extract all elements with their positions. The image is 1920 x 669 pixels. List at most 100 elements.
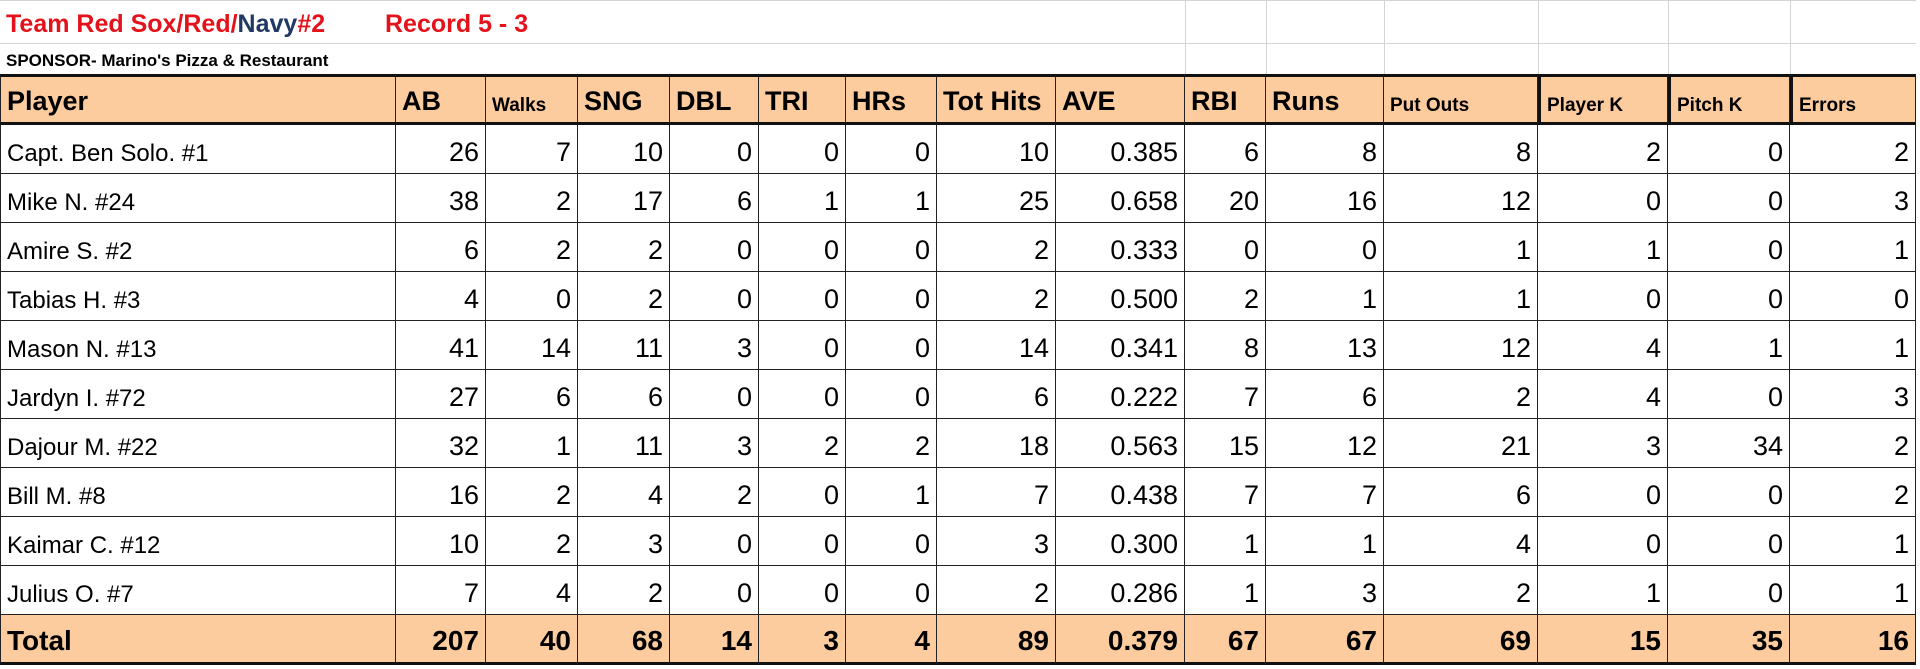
cell: 0 — [846, 517, 937, 566]
cell: 2 — [1790, 419, 1916, 468]
title-part: Navy — [237, 10, 298, 38]
cell: 0.385 — [1056, 125, 1185, 174]
column-header: Tot Hits — [937, 74, 1056, 125]
cell: 3 — [670, 419, 759, 468]
cell: 6 — [1185, 125, 1266, 174]
cell: 0 — [1668, 517, 1790, 566]
cell: 6 — [486, 370, 578, 419]
cell: 20 — [1185, 174, 1266, 223]
cell: 0 — [1668, 468, 1790, 517]
total-cell: 16 — [1790, 615, 1916, 665]
cell: 0 — [1668, 223, 1790, 272]
gridline — [1185, 0, 1186, 74]
cell: 0 — [1790, 272, 1916, 321]
cell: 1 — [1538, 223, 1668, 272]
column-header: Walks — [486, 74, 578, 125]
cell: 16 — [396, 468, 486, 517]
cell: 0 — [759, 272, 846, 321]
cell: 2 — [759, 419, 846, 468]
cell: 0 — [759, 321, 846, 370]
cell: 0 — [846, 272, 937, 321]
cell: 15 — [1185, 419, 1266, 468]
gridline — [1790, 0, 1791, 74]
cell: 2 — [937, 223, 1056, 272]
cell: 27 — [396, 370, 486, 419]
cell: 0 — [670, 125, 759, 174]
cell: 7 — [1185, 468, 1266, 517]
cell: 1 — [1384, 272, 1538, 321]
cell: 7 — [937, 468, 1056, 517]
cell: 6 — [1384, 468, 1538, 517]
total-cell: Total — [0, 615, 396, 665]
cell: 4 — [1538, 370, 1668, 419]
cell: 0 — [1668, 272, 1790, 321]
cell: 6 — [578, 370, 670, 419]
cell: 2 — [1790, 125, 1916, 174]
cell: 1 — [1185, 566, 1266, 615]
cell: 12 — [1266, 419, 1384, 468]
cell: 0.300 — [1056, 517, 1185, 566]
cell: 2 — [486, 174, 578, 223]
gridline — [1668, 0, 1669, 74]
cell: 14 — [937, 321, 1056, 370]
cell: 7 — [396, 566, 486, 615]
cell: 6 — [670, 174, 759, 223]
cell: Dajour M. #22 — [0, 419, 396, 468]
cell: 0 — [1668, 125, 1790, 174]
cell: 0 — [486, 272, 578, 321]
cell: 26 — [396, 125, 486, 174]
total-cell: 69 — [1384, 615, 1538, 665]
total-cell: 89 — [937, 615, 1056, 665]
cell: 0.563 — [1056, 419, 1185, 468]
cell: 0 — [1185, 223, 1266, 272]
cell: 0 — [1538, 272, 1668, 321]
cell: 0 — [670, 223, 759, 272]
cell: 1 — [1790, 223, 1916, 272]
cell: 0 — [1538, 468, 1668, 517]
cell: 10 — [396, 517, 486, 566]
cell: 2 — [1384, 370, 1538, 419]
cell: 34 — [1668, 419, 1790, 468]
cell: 12 — [1384, 174, 1538, 223]
cell: 0 — [759, 517, 846, 566]
cell: Amire S. #2 — [0, 223, 396, 272]
cell: 1 — [1266, 517, 1384, 566]
gridline — [0, 43, 1916, 44]
total-cell: 67 — [1266, 615, 1384, 665]
column-header: Put Outs — [1384, 74, 1538, 125]
cell: 12 — [1384, 321, 1538, 370]
cell: 0.222 — [1056, 370, 1185, 419]
cell: 0.658 — [1056, 174, 1185, 223]
cell: 2 — [846, 419, 937, 468]
cell: 2 — [486, 468, 578, 517]
cell: Bill M. #8 — [0, 468, 396, 517]
cell: 1 — [1790, 321, 1916, 370]
cell: 13 — [1266, 321, 1384, 370]
cell: Mike N. #24 — [0, 174, 396, 223]
column-header: Player — [0, 74, 396, 125]
cell: 0 — [759, 223, 846, 272]
total-cell: 40 — [486, 615, 578, 665]
column-header: Errors — [1790, 74, 1916, 125]
cell: 38 — [396, 174, 486, 223]
total-cell: 68 — [578, 615, 670, 665]
total-cell: 0.379 — [1056, 615, 1185, 665]
cell: 10 — [937, 125, 1056, 174]
cell: 3 — [1790, 174, 1916, 223]
cell: 2 — [578, 223, 670, 272]
cell: 0 — [759, 370, 846, 419]
cell: 0 — [846, 125, 937, 174]
cell: 18 — [937, 419, 1056, 468]
cell: 0 — [1668, 174, 1790, 223]
cell: 1 — [1384, 223, 1538, 272]
cell: 0 — [846, 321, 937, 370]
sponsor: SPONSOR- Marino's Pizza & Restaurant — [6, 51, 329, 70]
cell: 11 — [578, 419, 670, 468]
cell: 2 — [486, 223, 578, 272]
cell: 1 — [1538, 566, 1668, 615]
cell: 0 — [670, 370, 759, 419]
cell: 0 — [759, 566, 846, 615]
cell: 1 — [759, 174, 846, 223]
cell: 0 — [670, 566, 759, 615]
cell: Jardyn I. #72 — [0, 370, 396, 419]
